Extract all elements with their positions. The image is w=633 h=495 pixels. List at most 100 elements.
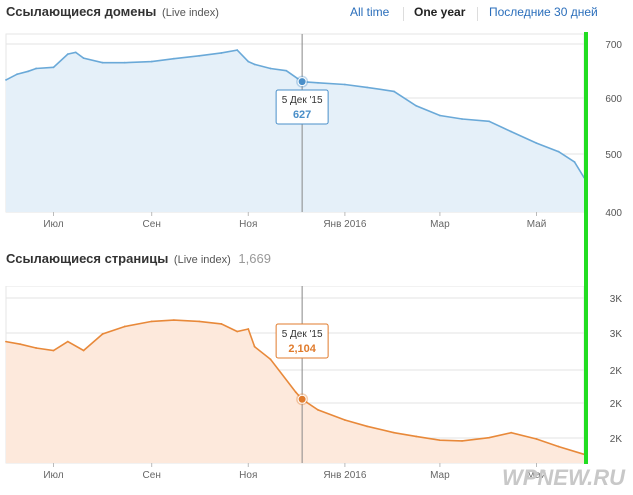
data-point — [573, 161, 576, 163]
data-point — [253, 63, 256, 66]
data-point — [5, 79, 7, 81]
data-point — [101, 61, 104, 64]
data-point — [220, 52, 223, 54]
x-tick-label: Ноя — [239, 470, 257, 481]
data-point — [19, 343, 22, 346]
x-tick-label: Сен — [143, 219, 161, 230]
range-last-30-days-link[interactable]: Последние 30 дней — [489, 5, 598, 19]
data-point — [438, 114, 441, 117]
range-one-year-link[interactable]: One year — [414, 5, 466, 19]
data-point — [510, 431, 513, 434]
referring-domains-title: Ссылающиеся домены (Live index) — [6, 4, 219, 19]
data-point — [294, 391, 297, 394]
data-point — [415, 104, 418, 107]
y-tick-label: 2K — [610, 434, 623, 445]
data-point — [488, 120, 490, 123]
data-point — [415, 435, 418, 438]
data-point — [510, 130, 513, 133]
data-point — [366, 86, 368, 89]
data-point — [461, 118, 463, 120]
tooltip-box — [275, 89, 329, 125]
tooltip-date: 5 Дек '15 — [282, 329, 323, 340]
data-point — [438, 439, 441, 442]
data-point — [317, 81, 319, 84]
y-tick-label: 2K — [610, 366, 623, 377]
data-point — [247, 60, 250, 63]
data-point — [66, 340, 69, 343]
data-point — [269, 358, 272, 361]
data-point — [488, 436, 490, 439]
data-point — [5, 340, 7, 343]
data-point — [557, 445, 560, 448]
data-point — [172, 57, 175, 60]
data-point — [123, 325, 126, 328]
data-point — [35, 347, 37, 349]
data-point — [150, 60, 153, 63]
data-point — [557, 150, 560, 153]
y-tick-label: 600 — [605, 94, 622, 105]
data-point — [535, 438, 538, 440]
data-point — [343, 419, 346, 421]
tooltip-value: 2,104 — [288, 343, 316, 355]
y-tick-label: 3K — [610, 294, 623, 305]
x-tick-label: Янв 2016 — [323, 470, 367, 481]
hover-point — [297, 77, 307, 87]
tooltip-date: 5 Дек '15 — [282, 95, 323, 106]
y-tick-label: 400 — [605, 208, 622, 219]
range-separator — [403, 7, 404, 21]
series-line — [5, 319, 585, 456]
data-point — [393, 90, 395, 93]
data-point — [16, 73, 18, 76]
data-point — [172, 319, 175, 322]
referring-pages-title-text: Ссылающиеся страницы — [6, 251, 169, 266]
y-tick-label: 500 — [605, 150, 622, 161]
x-tick-label: Сен — [143, 470, 161, 481]
data-point — [220, 323, 223, 325]
data-point — [123, 61, 126, 64]
data-point — [236, 330, 239, 333]
data-point — [285, 69, 288, 72]
data-point — [82, 57, 85, 60]
data-point — [253, 345, 256, 348]
data-point — [35, 67, 37, 70]
referring-pages-total: 1,669 — [238, 251, 271, 266]
x-tick-label: Мар — [430, 470, 450, 481]
x-tick-label: Июл — [43, 219, 63, 230]
x-tick-label: Мар — [430, 219, 450, 230]
data-point — [247, 328, 250, 330]
range-all-time-link[interactable]: All time — [350, 5, 390, 19]
data-point — [198, 320, 201, 323]
data-point — [236, 49, 239, 51]
y-tick-label: 3K — [610, 329, 623, 340]
y-tick-label: 2K — [610, 399, 623, 410]
data-point — [535, 142, 538, 144]
green-marker-line — [584, 32, 588, 464]
data-point — [150, 320, 153, 323]
referring-domains-title-text: Ссылающиеся домены — [6, 4, 157, 19]
data-point — [269, 67, 272, 70]
data-point — [393, 431, 395, 434]
data-point — [52, 66, 55, 69]
data-point — [74, 51, 77, 54]
referring-domains-subtitle: (Live index) — [162, 7, 219, 19]
y-tick-label: 700 — [605, 40, 622, 51]
data-point — [27, 70, 30, 73]
x-tick-label: Ноя — [239, 219, 257, 230]
series-area — [6, 50, 584, 212]
referring-pages-subtitle: (Live index) — [173, 254, 231, 266]
referring-domains-chart: 700 600 500 400 Июл Сен Ноя Янв 2016 Мар Май 5 Дек… — [5, 33, 622, 230]
range-separator — [477, 7, 478, 21]
x-tick-label: Июл — [43, 470, 63, 481]
x-tick-label: Янв 2016 — [323, 219, 367, 230]
referring-pages-title: Ссылающиеся страницы (Live index) 1,669 — [6, 251, 271, 266]
watermark: WPNEW.RU — [501, 465, 625, 490]
data-point — [52, 349, 55, 352]
x-tick-label: Май — [527, 470, 547, 481]
data-point — [343, 83, 346, 86]
referring-pages-chart: 3K 3K 2K 2K 2K Июл Сен Ноя Янв 2016 Мар Май 5 Дек '… — [5, 286, 623, 481]
hover-point — [297, 394, 307, 404]
data-point — [317, 409, 319, 411]
tooltip-box — [275, 323, 329, 359]
x-tick-label: Май — [527, 219, 547, 230]
tooltip-value: 627 — [293, 109, 311, 121]
